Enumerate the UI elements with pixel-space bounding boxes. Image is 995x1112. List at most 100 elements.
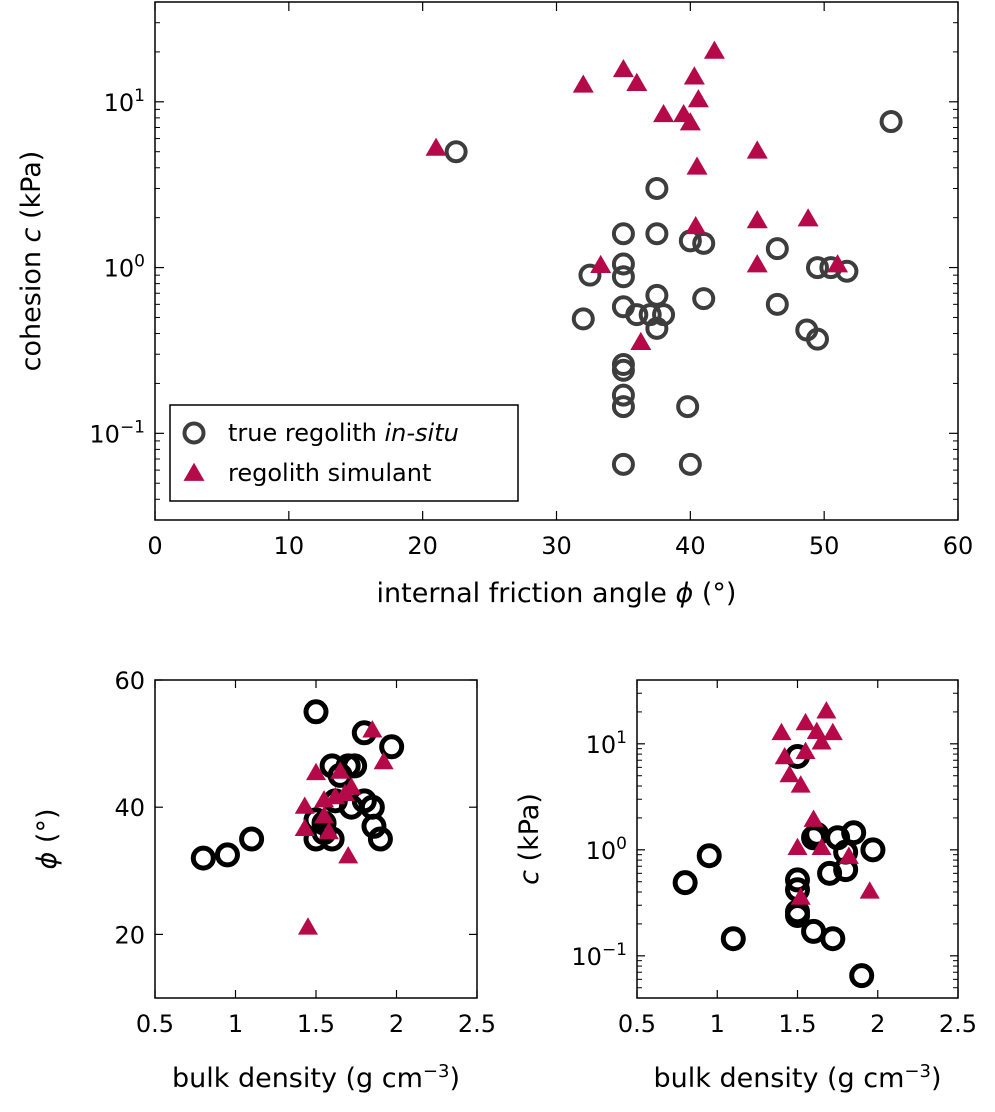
- regolith-point: [672, 870, 698, 896]
- x-tick-label: 2.5: [458, 1010, 496, 1038]
- regolith-point: [645, 222, 669, 246]
- simulant-point: [314, 806, 335, 824]
- simulant-point: [686, 156, 708, 175]
- x-tick-label: 10: [274, 532, 305, 560]
- regolith-point: [720, 926, 746, 952]
- simulant-point: [297, 917, 318, 935]
- regolith-point: [817, 860, 843, 886]
- x-tick-label: 2: [389, 1010, 404, 1038]
- simulant-point: [811, 732, 832, 750]
- simulant-point: [795, 741, 816, 759]
- regolith-point: [611, 265, 635, 289]
- series-circle: [444, 110, 903, 476]
- simulant-point: [787, 837, 808, 856]
- chart-c-density: 0.5 1 1.5 2 2.5 10−1 100 101 bulk density (g cm−…: [514, 679, 977, 1095]
- simulant-point: [341, 777, 362, 795]
- y-tick-label: 101: [104, 86, 145, 117]
- x-tick-label: 60: [943, 532, 974, 560]
- legend-triangle-marker: [183, 462, 205, 481]
- simulant-point: [803, 809, 824, 827]
- legend-box: [169, 404, 519, 502]
- simulant-point: [362, 720, 383, 738]
- simulant-point: [626, 72, 648, 91]
- regolith-point: [571, 307, 595, 331]
- x-axis-label: bulk density (g cm−3): [653, 1061, 941, 1095]
- y-tick-label: 40: [114, 794, 145, 822]
- simulant-point: [373, 751, 394, 770]
- regolith-point: [645, 283, 669, 307]
- regolith-point: [611, 452, 635, 476]
- regolith-point: [578, 263, 602, 287]
- simulant-point: [653, 103, 675, 123]
- simulant-point: [679, 112, 701, 131]
- series-triangle: [294, 720, 394, 935]
- simulant-point: [685, 216, 707, 235]
- chart-main: 0 10 20 30 40 50 60 10−1 100 101 internal friction…: [16, 1, 974, 609]
- x-tick-label: 1.5: [778, 1010, 816, 1038]
- regolith-point: [611, 383, 635, 407]
- chart-phi-density: 0.5 1 1.5 2 2.5 20 40 60 bulk density (g cm−3) ϕ …: [32, 667, 496, 1094]
- regolith-point: [785, 867, 810, 893]
- regolith-point: [214, 842, 240, 868]
- simulant-point: [827, 254, 849, 273]
- y-axis-label: cohesion c (kPa): [16, 151, 47, 372]
- regolith-point: [820, 926, 846, 952]
- simulant-point: [790, 775, 811, 793]
- regolith-point: [692, 287, 716, 311]
- x-tick-label: 30: [541, 532, 572, 560]
- x-tick-label: 0.5: [618, 1010, 656, 1038]
- simulant-point: [816, 701, 837, 719]
- x-axis-label: internal friction angle ϕ (°): [377, 578, 737, 609]
- simulant-point: [779, 764, 800, 783]
- regolith-point: [611, 222, 635, 246]
- simulant-point: [771, 722, 792, 741]
- regolith-point: [239, 826, 265, 852]
- simulant-point: [318, 821, 339, 840]
- regolith-point: [645, 176, 669, 200]
- simulant-point: [630, 331, 652, 351]
- series-triangle: [771, 701, 880, 905]
- x-tick-label: 40: [675, 532, 706, 560]
- regolith-point: [303, 699, 329, 725]
- regolith-point: [841, 820, 867, 846]
- simulant-point: [687, 89, 709, 108]
- regolith-point: [860, 837, 886, 863]
- simulant-point: [859, 881, 880, 899]
- regolith-point: [805, 256, 829, 280]
- simulant-point: [590, 254, 612, 274]
- regolith-point: [361, 813, 387, 839]
- y-tick-label: 10−1: [571, 940, 627, 971]
- simulant-point: [572, 74, 594, 93]
- simulant-point: [746, 254, 768, 273]
- x-tick-label: 1.5: [297, 1010, 335, 1038]
- x-tick-label: 2: [870, 1010, 885, 1038]
- regolith-point: [805, 327, 829, 351]
- simulant-point: [790, 887, 811, 905]
- legend-circle-marker: [182, 421, 206, 445]
- regolith-point: [676, 395, 700, 419]
- simulant-point: [795, 712, 816, 731]
- simulant-point: [774, 746, 795, 765]
- regolith-point: [765, 237, 789, 261]
- regolith-point: [444, 140, 468, 164]
- simulant-point: [838, 846, 859, 864]
- regolith-point: [692, 231, 716, 255]
- regolith-point: [849, 963, 875, 989]
- simulant-point: [811, 837, 832, 856]
- simulant-point: [822, 722, 843, 741]
- simulant-point: [746, 140, 768, 159]
- simulant-point: [683, 66, 705, 85]
- y-tick-label: 60: [114, 667, 145, 695]
- regolith-point: [342, 753, 368, 779]
- x-axis-label: bulk density (g cm−3): [172, 1061, 460, 1095]
- x-tick-label: 0.5: [136, 1010, 174, 1038]
- y-tick-label: 20: [114, 921, 145, 949]
- y-axis-label: ϕ (°): [32, 809, 63, 870]
- y-tick-label: 10−1: [89, 417, 145, 448]
- regolith-point: [367, 826, 393, 852]
- simulant-point: [703, 40, 725, 59]
- x-tick-label: 50: [809, 532, 840, 560]
- regolith-point: [696, 843, 722, 869]
